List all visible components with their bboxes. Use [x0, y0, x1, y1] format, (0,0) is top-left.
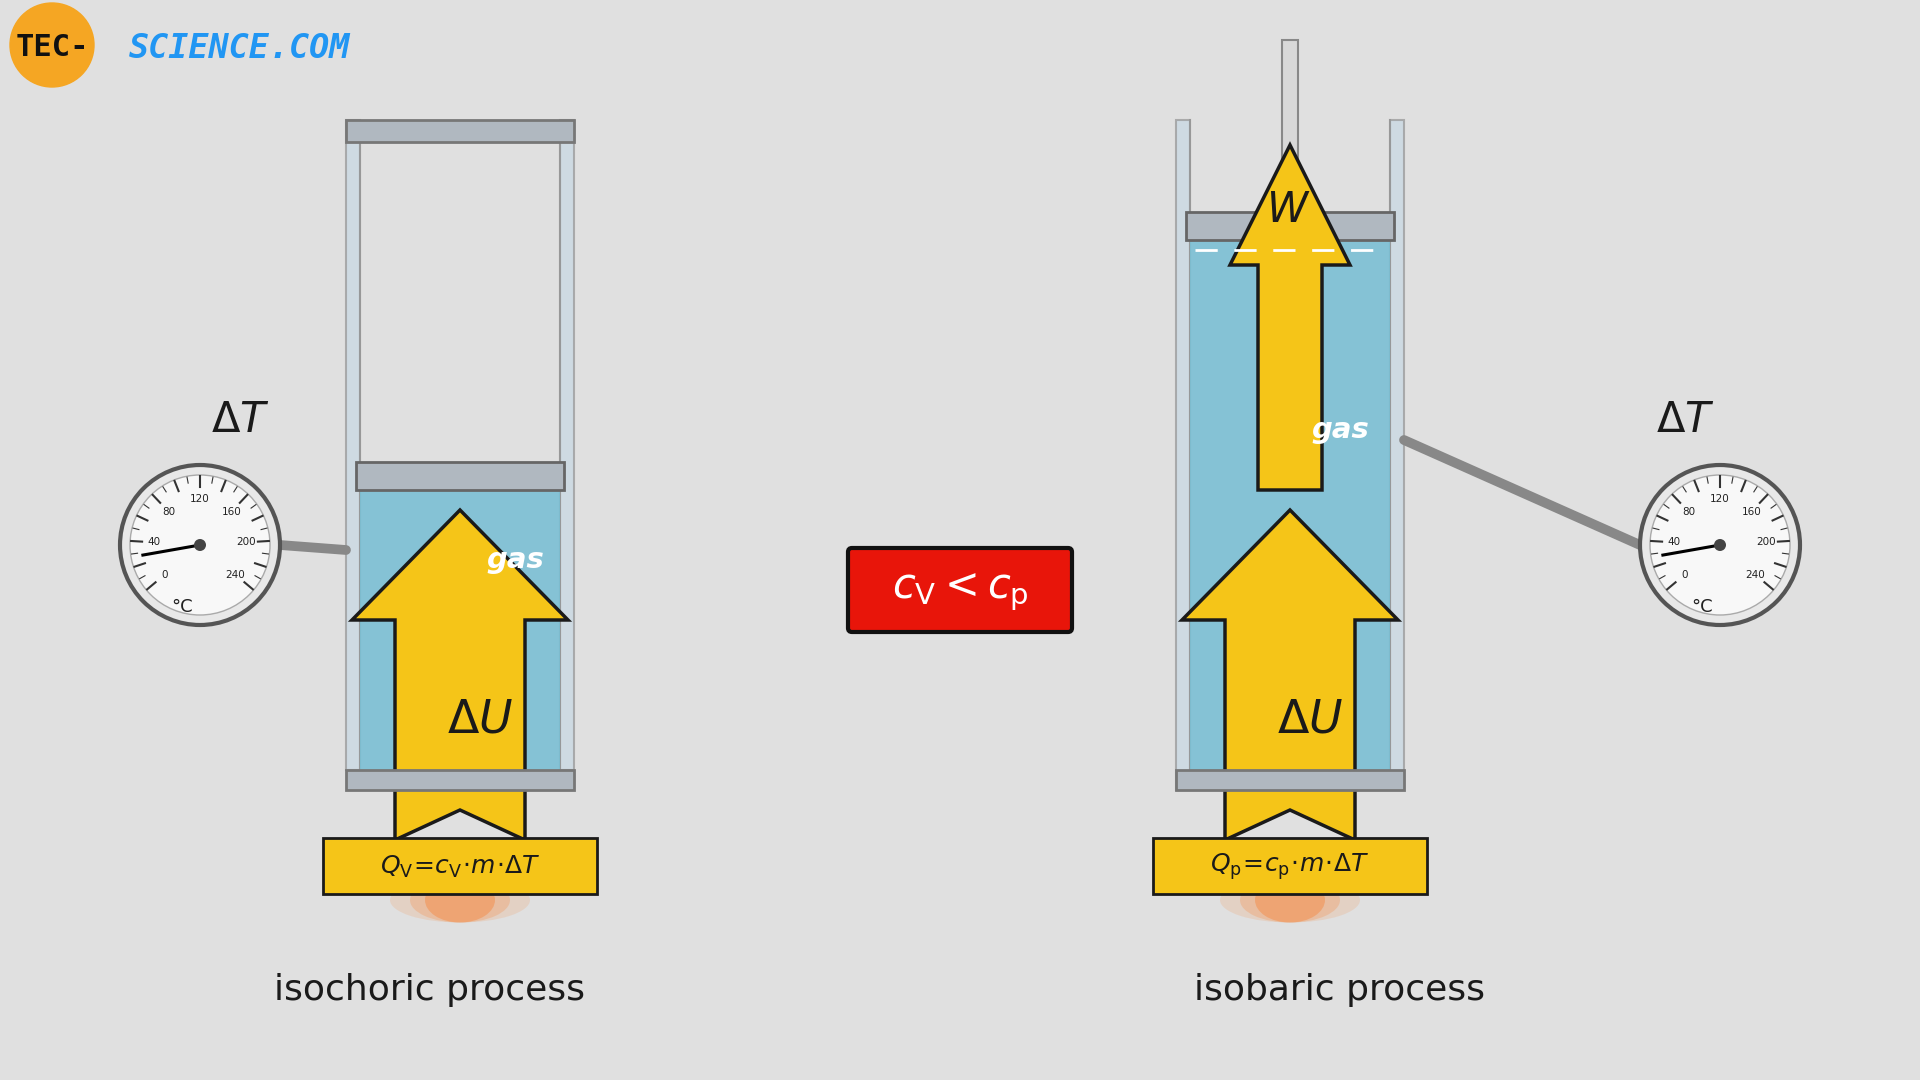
Ellipse shape	[1256, 877, 1325, 922]
Text: °C: °C	[1692, 598, 1713, 616]
Circle shape	[119, 465, 280, 625]
Bar	[1283, 40, 1298, 212]
Text: TEC-: TEC-	[15, 33, 88, 63]
Text: 80: 80	[161, 507, 175, 516]
Text: °C: °C	[171, 598, 192, 616]
Text: 200: 200	[236, 538, 255, 548]
Text: 0: 0	[161, 569, 169, 580]
Bar	[1187, 212, 1394, 240]
Text: 40: 40	[1667, 538, 1680, 548]
Text: 160: 160	[221, 507, 242, 516]
Bar	[346, 120, 574, 141]
Text: isochoric process: isochoric process	[275, 973, 586, 1007]
Bar	[346, 770, 574, 789]
Text: 120: 120	[1711, 494, 1730, 504]
Bar	[1190, 240, 1390, 770]
Bar	[561, 120, 574, 770]
Ellipse shape	[1219, 877, 1359, 922]
Text: $Q_\mathrm{p}\!=\!c_\mathrm{p}\!\cdot\!m\!\cdot\!\Delta T$: $Q_\mathrm{p}\!=\!c_\mathrm{p}\!\cdot\!m…	[1210, 852, 1369, 882]
Text: $\Delta U$: $\Delta U$	[447, 698, 513, 743]
Text: 240: 240	[1745, 569, 1764, 580]
Bar	[1175, 120, 1190, 789]
Circle shape	[1715, 539, 1726, 551]
Circle shape	[1649, 475, 1789, 615]
Bar	[1175, 770, 1404, 789]
Text: $\Delta T$: $\Delta T$	[211, 399, 269, 441]
Text: gas: gas	[1311, 416, 1369, 444]
Text: 0: 0	[1682, 569, 1688, 580]
Text: $\Delta T$: $\Delta T$	[1655, 399, 1715, 441]
FancyBboxPatch shape	[323, 838, 597, 894]
FancyBboxPatch shape	[1154, 838, 1427, 894]
Text: 200: 200	[1757, 538, 1776, 548]
Text: 120: 120	[190, 494, 209, 504]
Circle shape	[10, 3, 94, 87]
Text: 240: 240	[225, 569, 246, 580]
Polygon shape	[1183, 510, 1398, 840]
Text: isobaric process: isobaric process	[1194, 973, 1486, 1007]
Circle shape	[1640, 465, 1801, 625]
Text: $W$: $W$	[1265, 189, 1309, 231]
Ellipse shape	[411, 877, 511, 922]
FancyBboxPatch shape	[849, 548, 1071, 632]
Bar	[1390, 120, 1404, 789]
Text: 40: 40	[148, 538, 161, 548]
Circle shape	[131, 475, 271, 615]
Bar	[355, 462, 564, 490]
Text: SCIENCE.COM: SCIENCE.COM	[129, 31, 351, 65]
Text: gas: gas	[486, 546, 543, 573]
Circle shape	[194, 539, 205, 551]
Text: $\Delta U$: $\Delta U$	[1277, 698, 1344, 743]
Bar	[346, 120, 361, 770]
Polygon shape	[351, 510, 568, 840]
Text: $c_\mathrm{V} < c_\mathrm{p}$: $c_\mathrm{V} < c_\mathrm{p}$	[891, 571, 1029, 613]
Ellipse shape	[1240, 877, 1340, 922]
Bar	[361, 490, 561, 770]
Text: 160: 160	[1741, 507, 1761, 516]
Text: 80: 80	[1682, 507, 1695, 516]
Ellipse shape	[390, 877, 530, 922]
Polygon shape	[1231, 145, 1350, 490]
Text: $Q_\mathrm{V}\!=\!c_\mathrm{V}\!\cdot\!m\!\cdot\!\Delta T$: $Q_\mathrm{V}\!=\!c_\mathrm{V}\!\cdot\!m…	[380, 854, 540, 880]
Ellipse shape	[424, 877, 495, 922]
